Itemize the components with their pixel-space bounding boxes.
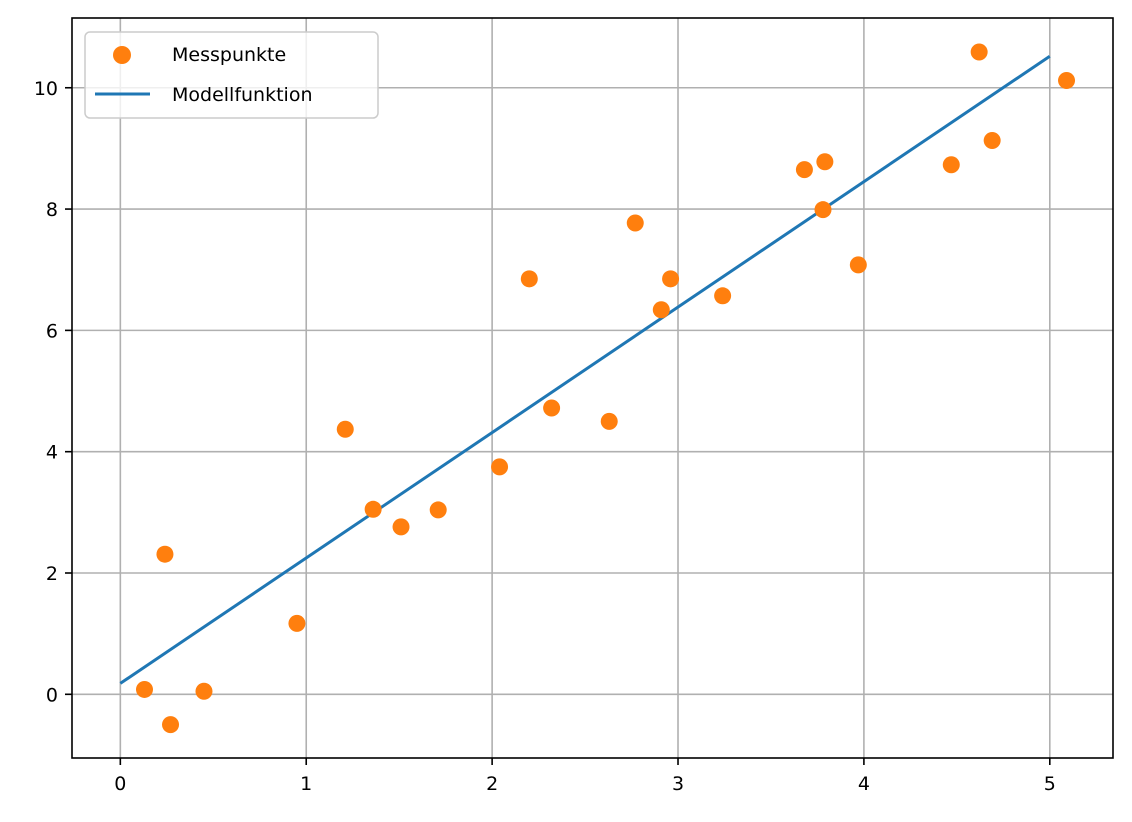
data-point: [814, 201, 832, 219]
data-point: [626, 214, 644, 232]
x-tick-label: 3: [672, 773, 684, 795]
y-tick-label: 6: [46, 320, 58, 342]
data-point: [1058, 71, 1076, 89]
x-tick-label: 5: [1044, 773, 1056, 795]
x-axis: 0 1 2 3 4 5: [114, 758, 1056, 795]
data-point: [816, 153, 834, 171]
data-point: [714, 287, 732, 305]
y-axis: 0 2 4 6 8 10: [34, 78, 72, 706]
data-point: [600, 412, 618, 430]
x-tick-label: 4: [858, 773, 870, 795]
y-tick-label: 10: [34, 78, 58, 100]
data-point: [336, 420, 354, 438]
data-point: [162, 716, 180, 734]
data-point: [392, 518, 410, 536]
data-point: [652, 301, 670, 319]
x-tick-label: 1: [300, 773, 312, 795]
data-point: [543, 399, 561, 417]
y-tick-label: 0: [46, 684, 58, 706]
scatter-points: [135, 43, 1076, 734]
data-point: [520, 270, 538, 288]
data-point: [795, 161, 813, 179]
legend: Messpunkte Modellfunktion: [84, 31, 379, 119]
data-point: [195, 682, 213, 700]
data-point: [983, 132, 1001, 150]
data-point: [662, 270, 680, 288]
x-tick-label: 0: [114, 773, 126, 795]
y-tick-label: 4: [46, 442, 58, 464]
legend-label-messpunkte: Messpunkte: [172, 44, 286, 66]
y-tick-label: 8: [46, 199, 58, 221]
data-point: [970, 43, 988, 61]
data-point: [849, 256, 867, 274]
legend-marker-icon: [113, 46, 131, 64]
data-point: [364, 500, 382, 518]
plot-frame: [71, 17, 1114, 759]
grid-lines: [72, 18, 1113, 758]
x-tick-label: 2: [486, 773, 498, 795]
y-tick-label: 2: [46, 563, 58, 585]
data-point: [135, 680, 153, 698]
model-line-path: [119, 54, 1051, 685]
data-point: [288, 614, 306, 632]
model-line: [119, 54, 1051, 685]
legend-label-modellfunktion: Modellfunktion: [172, 84, 313, 106]
legend-box: [84, 31, 379, 119]
data-point: [429, 501, 447, 519]
data-point: [942, 156, 960, 174]
data-point: [156, 545, 174, 563]
data-point: [491, 458, 509, 476]
